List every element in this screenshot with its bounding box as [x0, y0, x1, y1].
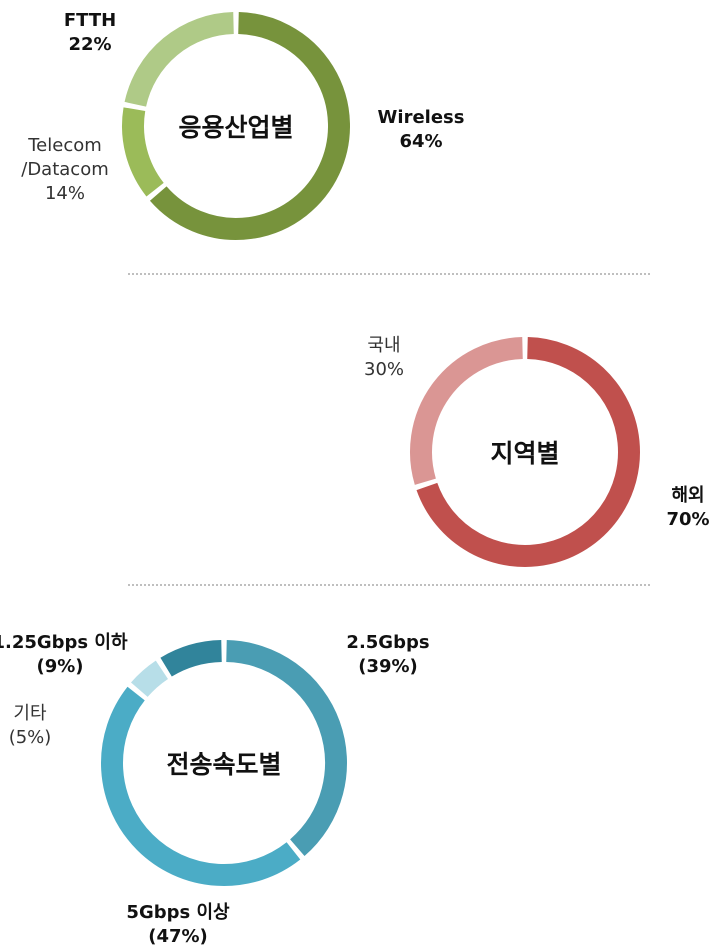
chart-title: 지역별: [490, 439, 560, 468]
value-label: 70%: [666, 509, 710, 530]
category-label: 2.5Gbps: [346, 632, 430, 653]
value-label: (47%): [148, 926, 208, 947]
segment-label: 5Gbps 이상 (47%): [126, 901, 229, 949]
segment-label: Wireless 64%: [378, 106, 465, 154]
category-label: 기타: [13, 703, 47, 724]
category-label: 해외: [671, 485, 705, 506]
value-label: 22%: [68, 34, 112, 55]
category-label: Wireless: [377, 107, 465, 128]
segment-label: 기타 (5%): [9, 702, 52, 750]
segment-label: FTTH 22%: [64, 9, 116, 57]
category-label: FTTH: [63, 10, 117, 31]
segment-label: 국내 30%: [364, 334, 404, 382]
category-label: Telecom /Datacom: [21, 135, 109, 180]
chart-title: 전송속도별: [166, 750, 282, 779]
value-label: (5%): [8, 727, 52, 748]
segment-label: 2.5Gbps (39%): [346, 631, 429, 679]
segment-label: Telecom /Datacom 14%: [21, 134, 109, 206]
category-label: 1.25Gbps 이하: [0, 632, 128, 653]
donut-segment: [226, 640, 347, 856]
donut-segment: [101, 686, 301, 886]
category-label: 5Gbps 이상: [126, 902, 230, 923]
chart-title: 응용산업별: [178, 113, 294, 142]
donut-segment: [416, 337, 640, 567]
segment-label: 1.25Gbps 이하 (9%): [0, 631, 128, 679]
segment-label: 해외 70%: [666, 484, 709, 532]
value-label: (9%): [36, 656, 84, 677]
donut-segment: [124, 12, 235, 107]
value-label: (39%): [358, 656, 418, 677]
donut-segment: [122, 107, 164, 197]
donut-segment: [410, 337, 524, 485]
donut-segment: [131, 660, 169, 698]
value-label: 30%: [363, 359, 405, 380]
value-label: 14%: [44, 183, 85, 204]
donut-segment: [149, 12, 350, 240]
value-label: 64%: [399, 131, 443, 152]
category-label: 국내: [367, 335, 401, 356]
donut-segment: [160, 640, 223, 677]
